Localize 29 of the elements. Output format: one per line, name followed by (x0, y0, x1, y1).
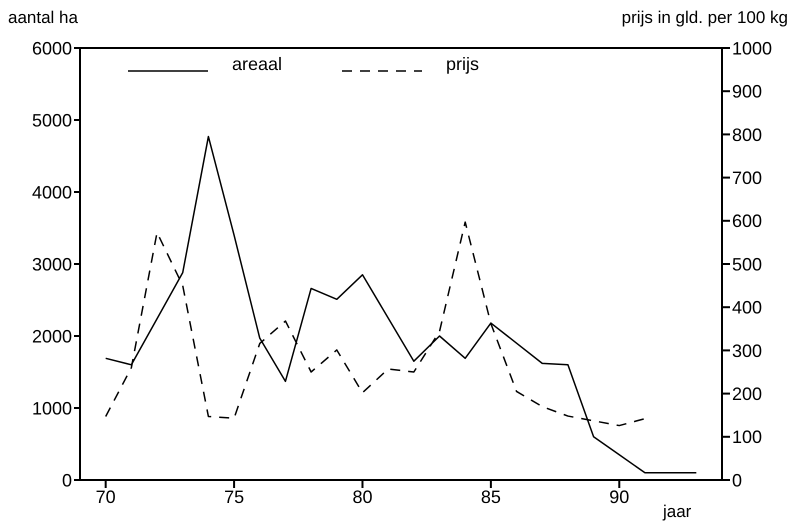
y2-tick-label: 700 (732, 168, 762, 188)
y-tick-label: 3000 (32, 254, 72, 274)
y2-tick-label: 200 (732, 384, 762, 404)
y2-tick-label: 1000 (732, 38, 772, 58)
y2-tick-label: 400 (732, 298, 762, 318)
y2-tick-label: 500 (732, 254, 762, 274)
y2-tick-label: 300 (732, 340, 762, 361)
y-axis-title: aantal ha (8, 8, 78, 28)
y-tick-label: 0 (62, 470, 72, 490)
y-tick-label: 6000 (32, 38, 72, 58)
y-tick-label: 5000 (32, 110, 72, 130)
y-tick-label: 2000 (32, 326, 72, 346)
x-tick-label: 80 (352, 486, 372, 507)
line-series (104, 136, 698, 474)
y2-tick-label: 800 (732, 124, 762, 145)
y2-tick-label: 0 (732, 470, 742, 490)
x-axis-title: jaar (663, 502, 692, 522)
y2-axis-title: prijs in gld. per 100 kg (622, 8, 788, 28)
y-tick-label: 1000 (32, 398, 72, 418)
y2-tick-label: 900 (732, 82, 762, 102)
x-tick-label: 70 (96, 486, 116, 507)
x-tick-label: 85 (480, 486, 501, 507)
legend-label: prijs (446, 54, 480, 75)
x-tick-label: 90 (609, 486, 630, 507)
y2-tick-label: 600 (732, 211, 762, 232)
legend-label: areaal (232, 54, 282, 75)
y2-tick-label: 100 (732, 427, 762, 448)
y-tick-label: 4000 (32, 182, 72, 202)
x-tick-label: 75 (224, 486, 244, 507)
